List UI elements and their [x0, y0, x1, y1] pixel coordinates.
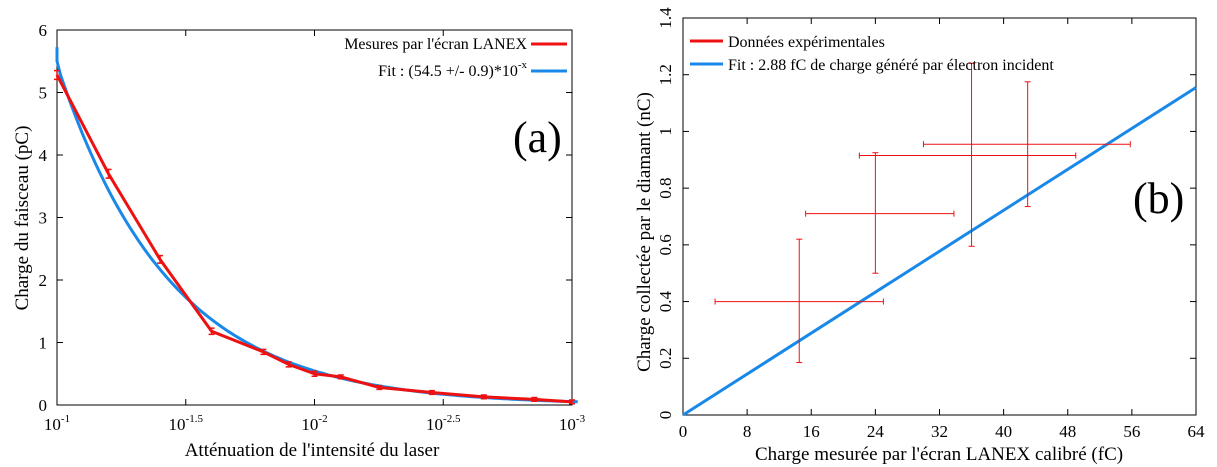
y-axis-title-b: Charge collectée par le diamant (nC) — [634, 92, 655, 372]
legend-label-measured-b: Données expérimentales — [728, 34, 885, 51]
y-tick-label-b: 1.4 — [656, 7, 675, 29]
x-tick-label-b: 48 — [1059, 422, 1076, 441]
x-tick-exponent-a: -2.5 — [443, 413, 461, 425]
y-tick-label-b: 1 — [656, 127, 675, 136]
y-tick-label-a: 0 — [39, 396, 48, 415]
fit-curve-a — [55, 47, 578, 404]
tick-marks-b — [682, 17, 1197, 416]
x-tick-label-b: 0 — [679, 422, 688, 441]
x-tick-label-b: 24 — [867, 422, 885, 441]
y-tick-labels-a: 0 1 2 3 4 5 6 — [39, 21, 48, 415]
x-tick-label-b: 8 — [743, 422, 752, 441]
tick-marks-a — [56, 29, 573, 406]
legend-b: Données expérimentales Fit : 2.88 fC de … — [690, 34, 1054, 74]
x-tick-base-a: 10 — [301, 415, 318, 434]
x-tick-label-b: 40 — [995, 422, 1012, 441]
x-tick-label-a: 10-2.5 — [426, 413, 461, 434]
panel-label-b: (b) — [1133, 174, 1184, 223]
y-tick-label-b: 0.2 — [656, 348, 675, 369]
chart-panel-b: 0 8 16 24 32 40 48 56 64 0 0.2 0.4 0.6 0.8 1 1.2 1.4 Ch… — [634, 7, 1205, 465]
y-tick-label-a: 6 — [39, 21, 48, 40]
x-tick-label-a: 10-2 — [301, 413, 327, 434]
x-axis-title-b: Charge mesurée par l'écran LANEX calibré… — [755, 444, 1123, 465]
y-tick-label-a: 3 — [39, 209, 48, 228]
x-tick-base-a: 10 — [559, 415, 576, 434]
x-tick-label-a: 10-3 — [559, 413, 586, 434]
y-tick-label-a: 2 — [39, 271, 48, 290]
x-tick-label-a: 10-1.5 — [169, 413, 204, 434]
x-tick-labels-a: 10-1 10-1.5 10-2 10-2.5 10-3 — [44, 413, 586, 434]
fit-line-stroke-b — [682, 86, 1197, 417]
x-tick-exponent-a: -1.5 — [186, 413, 204, 425]
y-tick-label-b: 1.2 — [656, 64, 675, 85]
x-tick-base-a: 10 — [44, 415, 61, 434]
y-axis-title-a: Charge du faisceau (pC) — [12, 126, 33, 311]
fit-line-b — [682, 86, 1197, 417]
x-tick-base-a: 10 — [426, 415, 443, 434]
fit-curve-line-a — [55, 47, 578, 404]
x-tick-label-b: 56 — [1123, 422, 1140, 441]
x-tick-label-b: 64 — [1188, 422, 1206, 441]
legend-label-fit-a: Fit : (54.5 +/- 0.9)*10-x — [378, 59, 527, 80]
x-tick-exponent-a: -3 — [576, 413, 586, 425]
x-tick-labels-b: 0 8 16 24 32 40 48 56 64 — [679, 422, 1205, 441]
x-tick-exponent-a: -1 — [61, 413, 70, 425]
plot-frame-b — [682, 17, 1197, 416]
x-axis-title-a: Atténuation de l'intensité du laser — [185, 440, 440, 461]
legend-fit-formula-a: Fit : (54.5 +/- 0.9)*10 — [378, 63, 518, 80]
x-tick-label-b: 16 — [803, 422, 820, 441]
y-tick-label-a: 1 — [39, 334, 48, 353]
legend-a: Mesures par l'écran LANEX Fit : (54.5 +/… — [344, 36, 567, 80]
y-tick-label-b: 0.4 — [656, 290, 675, 312]
legend-label-measured-a: Mesures par l'écran LANEX — [344, 36, 527, 53]
measurement-line-a — [55, 74, 573, 404]
x-tick-base-a: 10 — [169, 415, 186, 434]
y-tick-label-b: 0.8 — [656, 178, 675, 199]
y-tick-label-b: 0 — [656, 411, 675, 420]
y-tick-labels-b: 0 0.2 0.4 0.6 0.8 1 1.2 1.4 — [656, 7, 675, 419]
measurement-series-a — [54, 69, 575, 405]
y-tick-label-a: 4 — [39, 146, 48, 165]
y-tick-label-a: 5 — [39, 84, 48, 103]
x-tick-exponent-a: -2 — [318, 413, 327, 425]
panel-label-a: (a) — [513, 113, 562, 162]
x-tick-label-b: 32 — [931, 422, 948, 441]
legend-label-fit-b: Fit : 2.88 fC de charge généré par élect… — [728, 57, 1054, 74]
legend-fit-exponent-a: -x — [518, 59, 528, 71]
x-tick-label-a: 10-1 — [44, 413, 70, 434]
measurement-series-b — [714, 62, 1131, 364]
y-tick-label-b: 0.6 — [656, 234, 675, 255]
